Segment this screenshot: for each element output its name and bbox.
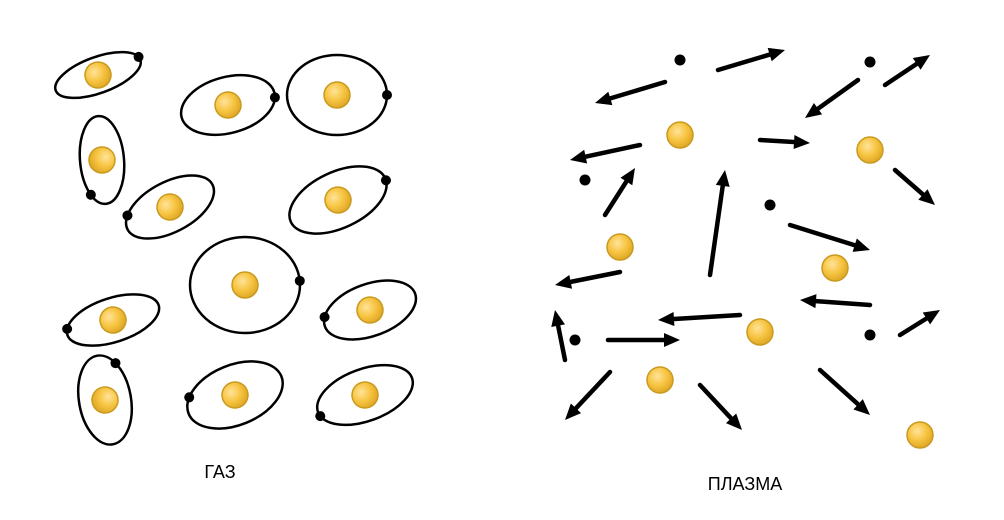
plasma-label: ПЛАЗМА: [708, 474, 782, 494]
gas-atom: [305, 353, 421, 438]
velocity-arrow-icon: [700, 385, 742, 430]
nucleus-icon: [353, 293, 386, 326]
electron-icon: [765, 200, 776, 211]
nucleus-icon: [321, 183, 356, 218]
plasma-panel: [551, 48, 940, 448]
velocity-arrow-icon: [760, 135, 810, 149]
velocity-arrow-icon: [805, 80, 858, 118]
nucleus-icon: [88, 146, 116, 174]
nucleus-icon: [218, 378, 252, 412]
gas-atom: [174, 64, 285, 144]
electron-icon: [382, 90, 392, 100]
nucleus-icon: [747, 319, 773, 345]
gas-label: ГАЗ: [204, 462, 235, 482]
velocity-arrow-icon: [595, 82, 665, 105]
electron-icon: [269, 91, 281, 103]
electron-icon: [132, 50, 145, 63]
velocity-arrow-icon: [820, 370, 870, 415]
electron-icon: [865, 330, 876, 341]
velocity-arrow-icon: [710, 170, 730, 275]
electron-icon: [379, 174, 392, 187]
nucleus-icon: [607, 234, 633, 260]
electron-icon: [570, 335, 581, 346]
gas-atom: [76, 114, 128, 205]
velocity-arrow-icon: [718, 48, 785, 70]
nucleus-icon: [907, 422, 933, 448]
diagram-canvas: ГАЗ ПЛАЗМА: [0, 0, 1004, 520]
nucleus-icon: [81, 58, 114, 91]
gas-atom: [57, 284, 165, 357]
electron-icon: [183, 391, 196, 404]
velocity-arrow-icon: [608, 333, 680, 347]
electron-icon: [675, 55, 686, 66]
electron-icon: [580, 175, 591, 186]
nucleus-icon: [232, 272, 258, 298]
nucleus-icon: [212, 89, 244, 121]
velocity-arrow-icon: [658, 312, 740, 326]
electron-icon: [121, 209, 135, 223]
velocity-arrow-icon: [555, 272, 620, 289]
velocity-arrow-icon: [895, 170, 935, 205]
nucleus-icon: [152, 189, 187, 224]
nucleus-icon: [324, 82, 350, 108]
electron-icon: [865, 57, 876, 68]
electron-icon: [61, 323, 74, 336]
nucleus-icon: [857, 137, 883, 163]
velocity-arrow-icon: [605, 168, 635, 215]
velocity-arrow-icon: [790, 225, 870, 252]
gas-atom: [116, 162, 224, 251]
nucleus-icon: [667, 122, 693, 148]
nucleus-icon: [822, 255, 848, 281]
velocity-arrow-icon: [565, 372, 610, 420]
gas-atom: [287, 55, 392, 135]
gas-panel: [50, 41, 424, 449]
electron-icon: [295, 276, 305, 286]
gas-atom: [177, 348, 292, 441]
nucleus-icon: [97, 304, 130, 337]
velocity-arrow-icon: [900, 310, 940, 335]
gas-atom: [72, 351, 139, 449]
gas-atom: [50, 41, 151, 107]
velocity-arrow-icon: [800, 294, 870, 308]
gas-atom: [314, 269, 424, 351]
velocity-arrow-icon: [570, 145, 640, 163]
velocity-arrow-icon: [551, 310, 565, 360]
nucleus-icon: [647, 367, 673, 393]
gas-atom: [190, 237, 305, 333]
electron-icon: [318, 311, 331, 324]
nucleus-icon: [348, 378, 381, 411]
gas-atom: [279, 151, 401, 248]
velocity-arrow-icon: [885, 55, 930, 85]
nucleus-icon: [90, 385, 120, 415]
